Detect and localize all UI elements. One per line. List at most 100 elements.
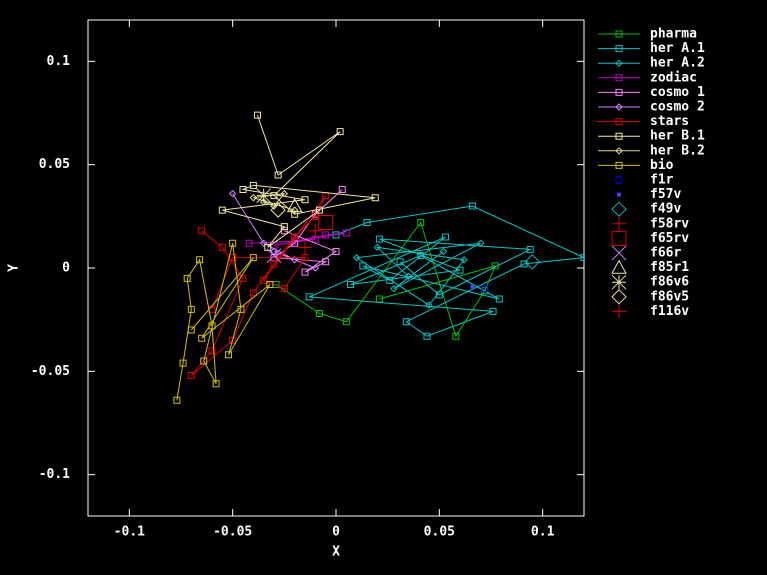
marker (520, 260, 528, 268)
marker (183, 274, 191, 282)
marker (291, 233, 299, 241)
marker (481, 285, 489, 293)
marker (249, 254, 257, 262)
legend-marker (611, 274, 627, 290)
legend-label: f49v (650, 202, 681, 217)
marker (371, 194, 379, 202)
marker (332, 247, 340, 255)
marker (491, 262, 499, 270)
marker (375, 235, 383, 243)
marker (187, 326, 195, 334)
marker (200, 357, 208, 365)
marker (179, 359, 187, 367)
legend-label: f1r (650, 173, 674, 188)
marker (390, 284, 398, 293)
marker (322, 231, 330, 239)
marker (274, 171, 282, 179)
legend-marker (611, 201, 627, 217)
marker (363, 219, 371, 227)
y-tick-label: 0 (62, 261, 70, 276)
legend-label: f65rv (650, 231, 689, 246)
legend-marker (612, 216, 626, 231)
marker (301, 196, 309, 204)
legend-marker (615, 132, 623, 140)
marker (352, 253, 361, 262)
marker (280, 189, 289, 198)
marker (290, 206, 299, 214)
marker (239, 185, 247, 193)
marker (301, 268, 309, 276)
marker (228, 189, 237, 198)
legend-marker (615, 30, 623, 38)
marker (524, 254, 541, 270)
marker (280, 285, 288, 293)
marker (259, 239, 268, 247)
marker (208, 347, 216, 355)
marker (249, 194, 258, 202)
marker (270, 192, 278, 200)
legend-marker (611, 230, 627, 246)
marker (286, 197, 303, 213)
legend-label: zodiac (650, 70, 697, 85)
marker (198, 334, 206, 342)
marker (396, 258, 404, 266)
legend-marker (615, 147, 623, 155)
y-axis-label: Y (7, 264, 22, 272)
marker (245, 239, 253, 247)
marker (259, 198, 268, 206)
marker (212, 380, 220, 388)
marker (526, 245, 534, 253)
marker (198, 227, 206, 235)
series-line (249, 232, 347, 246)
legend-label: cosmo 1 (650, 85, 705, 100)
marker (290, 256, 299, 264)
marker (266, 248, 282, 263)
marker (417, 252, 425, 260)
marker (322, 258, 330, 266)
legend-marker (611, 289, 627, 305)
y-tick-label: -0.05 (31, 364, 70, 379)
marker (423, 332, 431, 340)
marker (308, 223, 323, 238)
legend-label: f85r1 (650, 260, 689, 275)
marker (187, 305, 195, 313)
marker (375, 295, 383, 303)
marker (270, 202, 286, 218)
marker (402, 318, 410, 326)
legend-marker (617, 192, 621, 197)
marker (425, 301, 433, 309)
legend-label: her A.1 (650, 41, 705, 56)
legend-marker (615, 74, 623, 82)
marker (218, 206, 226, 214)
x-axis-label: X (332, 545, 340, 560)
marker (338, 185, 346, 193)
marker (452, 332, 460, 340)
marker (225, 351, 233, 359)
marker (417, 219, 425, 227)
marker (208, 322, 216, 330)
legend-marker (615, 45, 623, 53)
plot-area (173, 111, 584, 404)
marker (253, 111, 261, 119)
marker (315, 206, 323, 214)
marker (342, 318, 350, 326)
marker (270, 247, 278, 256)
legend-marker (615, 103, 623, 111)
marker (266, 281, 274, 289)
x-tick-label: -0.1 (114, 525, 145, 540)
y-tick-label: -0.1 (39, 467, 70, 482)
series-line (355, 242, 481, 306)
legend-label: her B.1 (650, 129, 705, 144)
series-line (190, 195, 327, 376)
legend-label: cosmo 2 (650, 100, 705, 115)
legend-label: f66r (650, 246, 681, 261)
marker (311, 235, 319, 243)
y-tick-label: 0.1 (47, 54, 71, 69)
marker (332, 231, 340, 239)
marker (305, 293, 313, 301)
marker (470, 284, 475, 289)
marker (489, 307, 497, 315)
legend-label: f58rv (650, 216, 689, 231)
x-tick-label: -0.05 (213, 525, 252, 540)
marker (386, 276, 394, 284)
